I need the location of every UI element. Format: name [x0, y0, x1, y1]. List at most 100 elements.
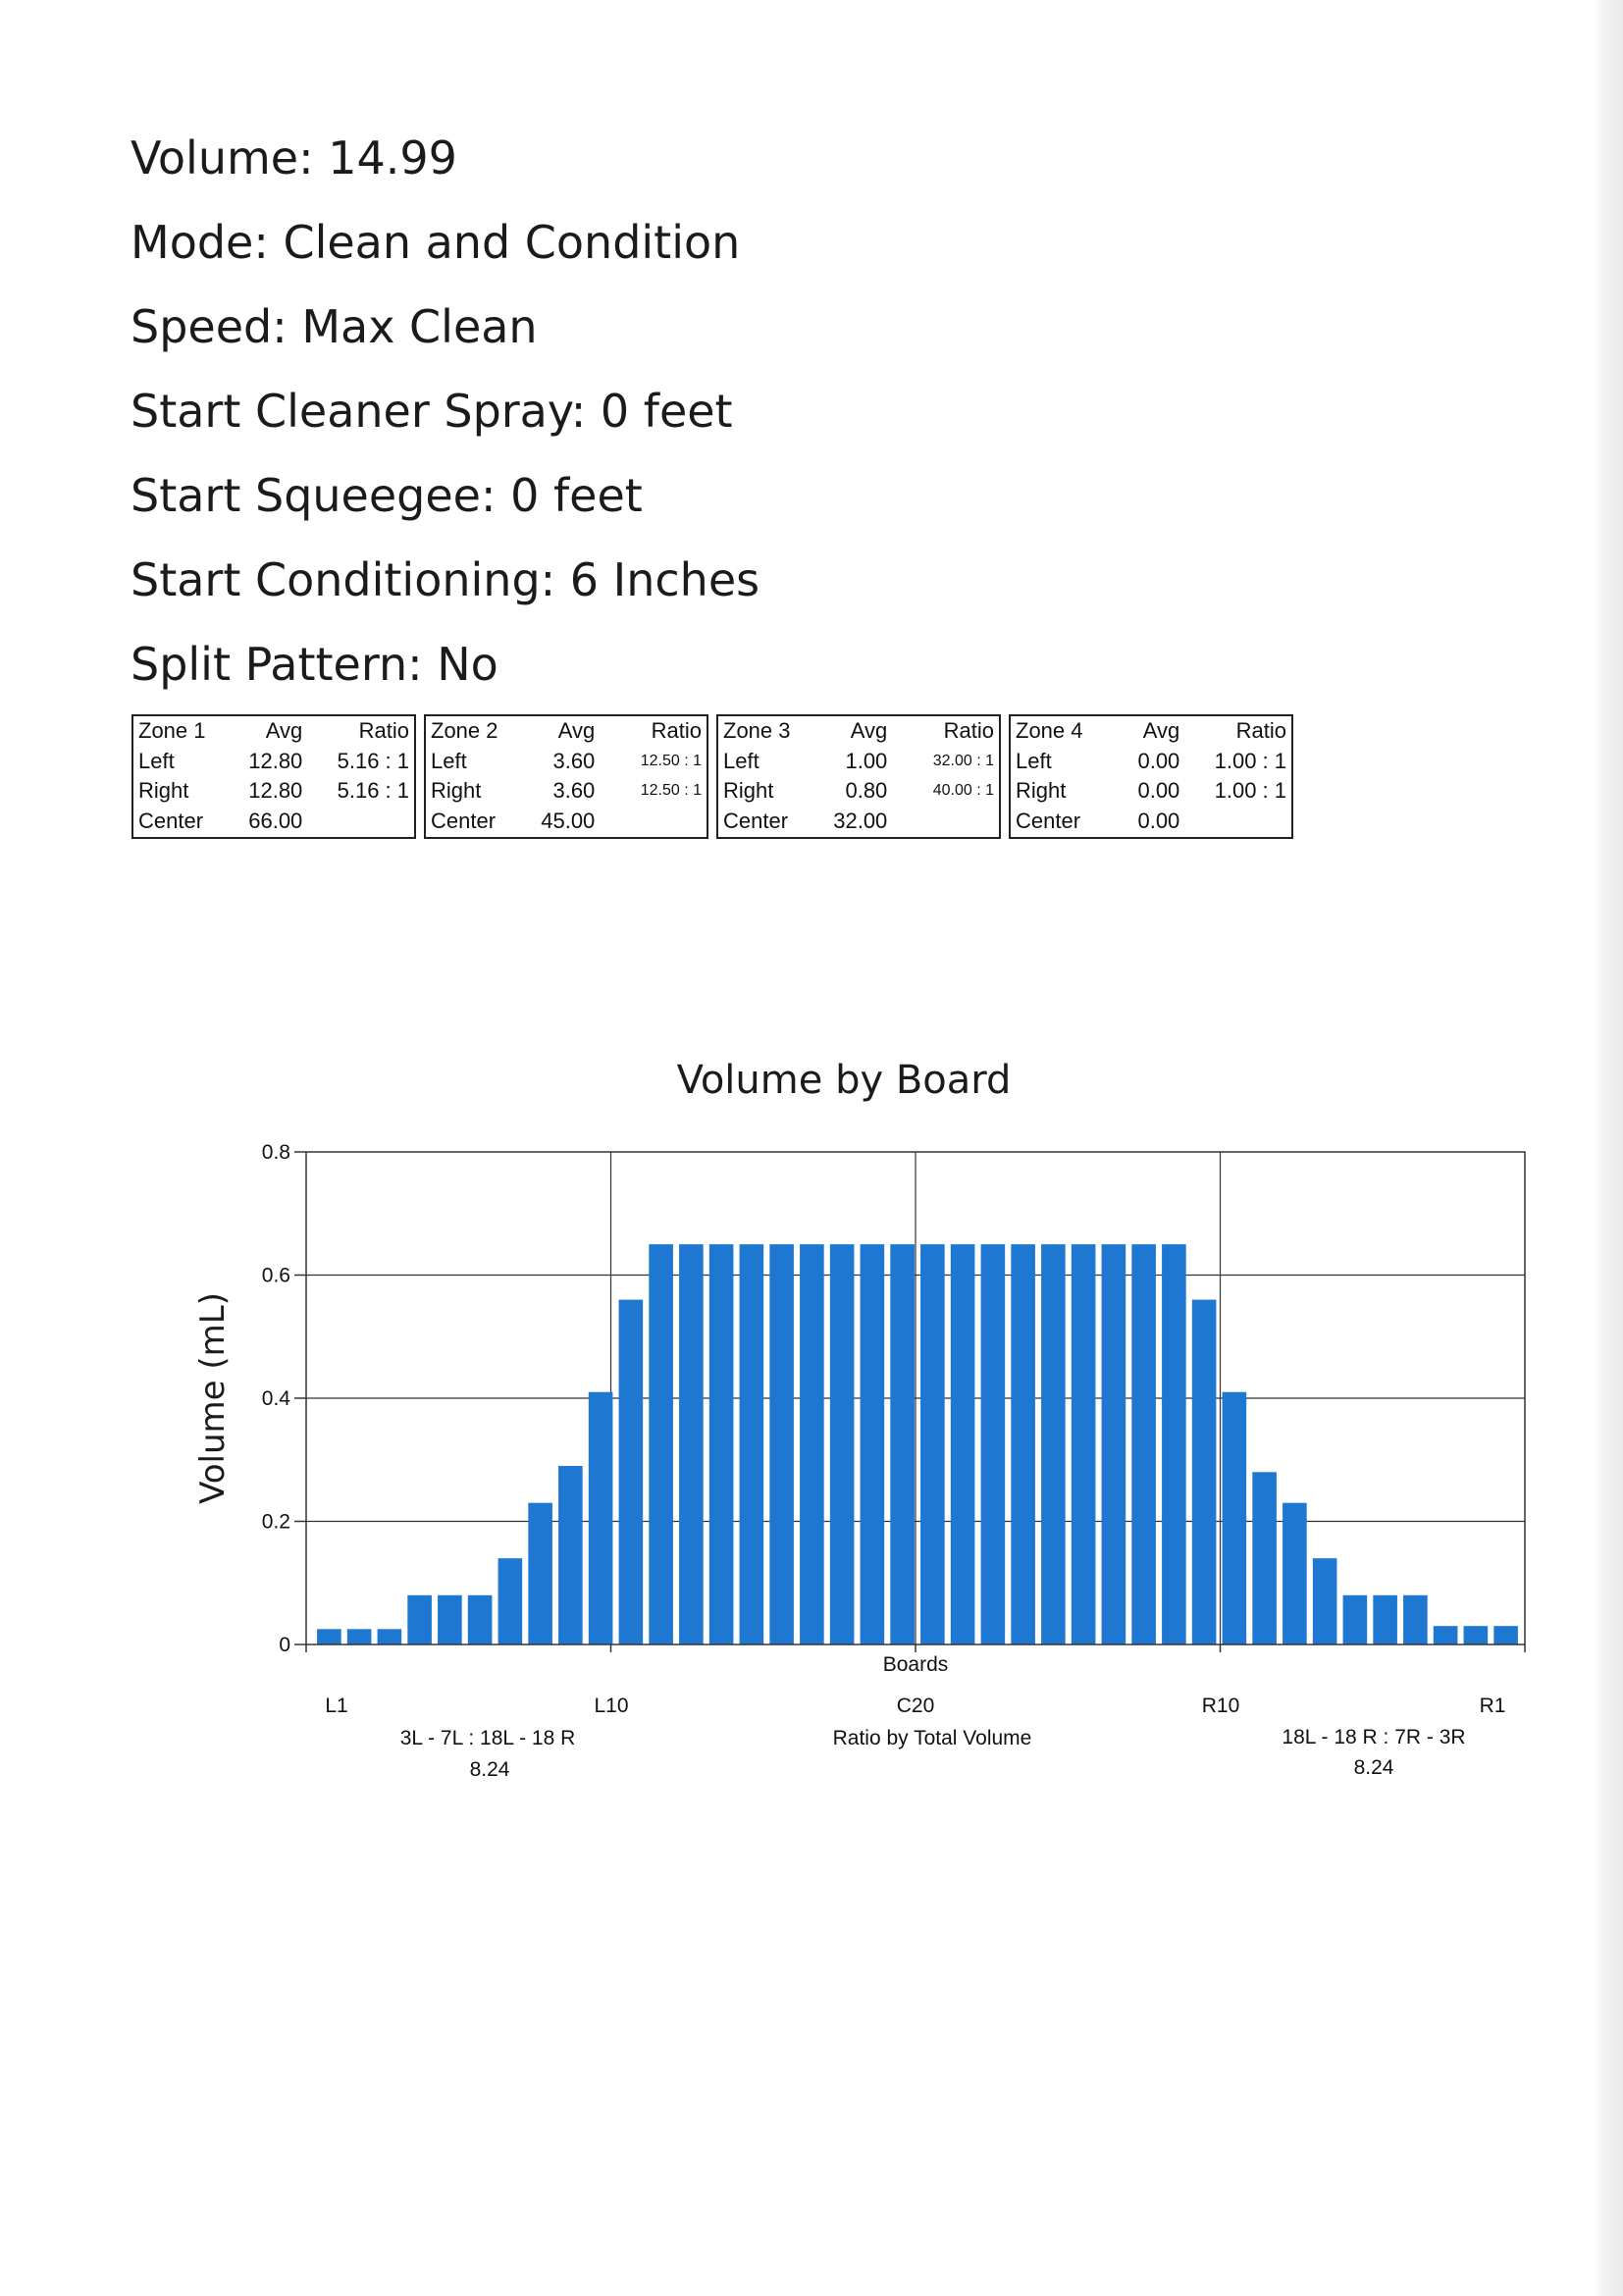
zone-name: Zone 2 [431, 718, 498, 743]
y-tick-label: 0 [279, 1634, 290, 1656]
bar-board-20 [890, 1244, 915, 1644]
row-avg: 0.80 [845, 778, 888, 803]
row-ratio: 1.00 : 1 [1214, 778, 1286, 803]
param-volume: Volume: 14.99 [131, 131, 457, 184]
zone-name: Zone 1 [138, 718, 206, 743]
row-avg: 0.00 [1137, 748, 1180, 773]
y-axis-label: Volume (mL) [193, 1292, 233, 1504]
bar-board-1 [317, 1629, 341, 1644]
row-avg: 3.60 [552, 748, 596, 773]
zone-table-1: Zone 1 Avg Ratio Left 12.80 5.16 : 1 Rig… [131, 714, 416, 839]
bar-board-32 [1252, 1472, 1277, 1644]
bar-board-3 [377, 1629, 402, 1644]
avg-header: Avg [265, 718, 303, 743]
row-label: Center [1016, 808, 1081, 833]
y-tick-label: 0.2 [262, 1511, 290, 1534]
axes-layer: 0 0.2 0.4 0.6 0.8 L1 L10 C20 R10 R1 [262, 1141, 1526, 1717]
bar-board-14 [708, 1244, 734, 1644]
right-ratio-label: 18L - 18 R : 7R - 3R [1282, 1726, 1465, 1748]
row-avg: 0.00 [1137, 778, 1180, 803]
row-ratio: 1.00 : 1 [1214, 748, 1286, 773]
row-ratio: 40.00 : 1 [932, 782, 994, 799]
bar-board-37 [1403, 1594, 1428, 1644]
row-label: Left [1016, 748, 1052, 773]
x-tick-label-c20: C20 [897, 1695, 935, 1717]
bar-board-19 [860, 1244, 885, 1644]
bar-board-22 [950, 1244, 975, 1644]
row-ratio: 12.50 : 1 [640, 752, 702, 769]
param-start-squeegee: Start Squeegee: 0 feet [131, 469, 643, 522]
x-tick-label-r10: R10 [1202, 1695, 1240, 1717]
row-ratio: 32.00 : 1 [932, 752, 994, 769]
bar-board-2 [346, 1629, 372, 1644]
bar-board-13 [679, 1244, 704, 1644]
row-label: Right [431, 778, 482, 803]
avg-header: Avg [557, 718, 596, 743]
row-avg: 1.00 [845, 748, 888, 773]
param-split-pattern: Split Pattern: No [131, 638, 498, 691]
bar-board-40 [1493, 1626, 1518, 1644]
row-label: Right [1016, 778, 1067, 803]
zone-row-center: Center 45.00 [426, 807, 707, 837]
bar-board-36 [1373, 1594, 1397, 1644]
avg-header: Avg [850, 718, 888, 743]
bar-board-31 [1222, 1391, 1247, 1644]
x-tick-label-r1: R1 [1480, 1695, 1506, 1717]
param-start-cleaner-spray: Start Cleaner Spray: 0 feet [131, 385, 733, 438]
bar-board-5 [438, 1594, 462, 1644]
bar-board-24 [1011, 1244, 1035, 1644]
zone-name: Zone 3 [723, 718, 791, 743]
y-tick-label: 0.6 [262, 1265, 290, 1287]
zone-table-4: Zone 4 Avg Ratio Left 0.00 1.00 : 1 Righ… [1009, 714, 1293, 839]
param-start-conditioning: Start Conditioning: 6 Inches [131, 553, 760, 606]
zone-row-left: Left 0.00 1.00 : 1 [1011, 747, 1291, 777]
ratio-header: Ratio [651, 718, 702, 743]
row-label: Center [138, 808, 204, 833]
bar-board-23 [980, 1244, 1006, 1644]
zone-row-left: Left 12.80 5.16 : 1 [133, 747, 414, 777]
zone-row-center: Center 0.00 [1011, 807, 1291, 837]
zone-header-row: Zone 2 Avg Ratio [426, 716, 707, 747]
zone-row-center: Center 32.00 [718, 807, 999, 837]
bar-board-26 [1071, 1244, 1096, 1644]
center-ratio-label: Ratio by Total Volume [833, 1727, 1032, 1749]
row-label: Left [723, 748, 759, 773]
bar-board-18 [829, 1244, 855, 1644]
param-speed: Speed: Max Clean [131, 300, 538, 353]
bar-board-7 [497, 1558, 523, 1644]
ratio-header: Ratio [943, 718, 994, 743]
row-avg: 66.00 [248, 808, 303, 833]
bar-board-8 [528, 1502, 552, 1644]
param-mode: Mode: Clean and Condition [131, 216, 741, 269]
row-avg: 3.60 [552, 778, 596, 803]
y-tick-label: 0.4 [262, 1387, 291, 1410]
bar-board-17 [800, 1244, 824, 1644]
row-avg: 32.00 [833, 808, 888, 833]
zone-row-right: Right 0.80 40.00 : 1 [718, 776, 999, 807]
page-edge-shadow [1594, 0, 1623, 2296]
bar-board-35 [1342, 1594, 1368, 1644]
zone-header-row: Zone 4 Avg Ratio [1011, 716, 1291, 747]
bar-board-15 [739, 1244, 764, 1644]
row-label: Right [723, 778, 774, 803]
bar-board-38 [1433, 1626, 1458, 1644]
row-label: Center [723, 808, 789, 833]
x-tick-label-l1: L1 [325, 1695, 347, 1717]
bar-board-12 [649, 1244, 673, 1644]
bar-board-33 [1283, 1502, 1307, 1644]
bar-board-10 [588, 1391, 613, 1644]
zone-table-3: Zone 3 Avg Ratio Left 1.00 32.00 : 1 Rig… [716, 714, 1001, 839]
parameter-list: Volume: 14.99 Mode: Clean and Condition … [131, 116, 759, 706]
row-label: Left [138, 748, 175, 773]
bar-board-34 [1312, 1558, 1337, 1644]
row-avg: 0.00 [1137, 808, 1180, 833]
x-axis-label: Boards [883, 1653, 949, 1676]
left-ratio-value: 8.24 [470, 1758, 510, 1781]
row-ratio: 12.50 : 1 [640, 782, 702, 799]
labels-layer: Volume (mL) Boards 3L - 7L : 18L - 18 R … [193, 1292, 1466, 1781]
bar-board-30 [1191, 1299, 1217, 1644]
row-ratio: 5.16 : 1 [337, 778, 409, 803]
bar-board-28 [1131, 1244, 1156, 1644]
x-tick-label-l10: L10 [594, 1695, 628, 1717]
